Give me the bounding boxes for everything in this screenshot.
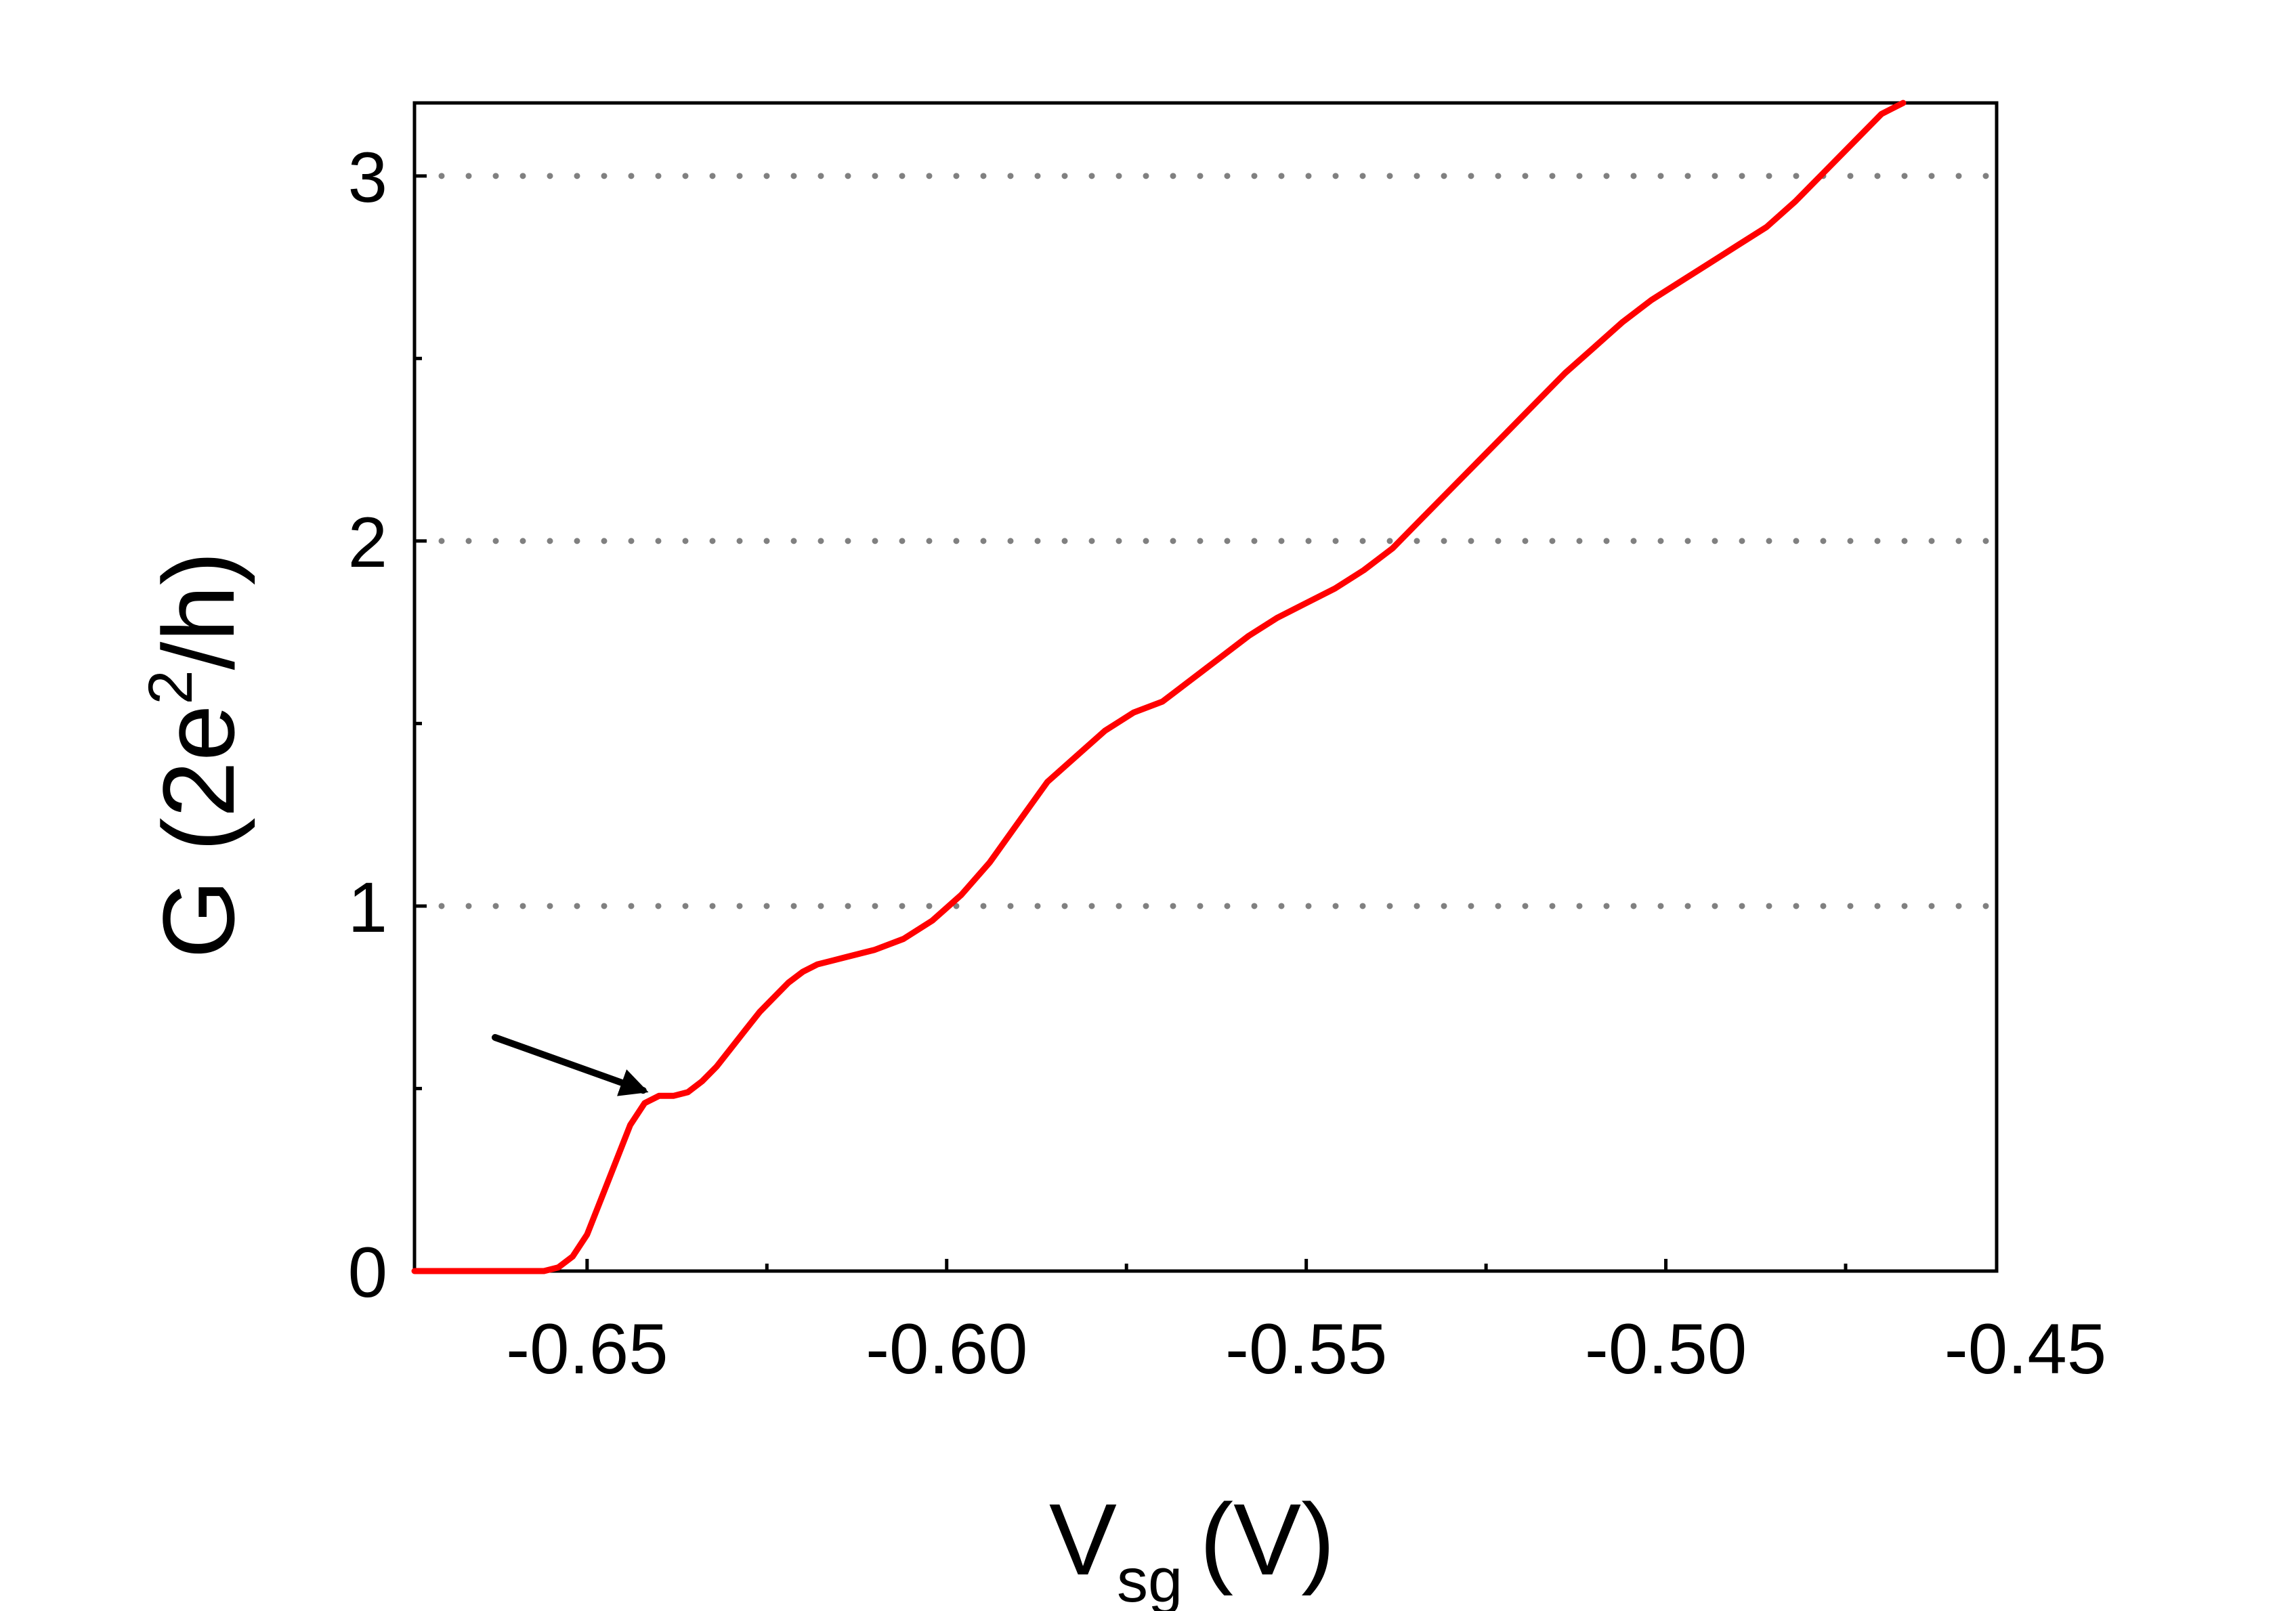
- x-tick-label: -0.60: [866, 1310, 1027, 1389]
- x-tick-label: -0.65: [506, 1310, 668, 1389]
- x-axis-title-subscript: sg: [1117, 1546, 1183, 1611]
- y-tick-label: 1: [348, 868, 387, 947]
- plot-frame: [412, 101, 1999, 1273]
- reference-lines: [438, 173, 1997, 909]
- x-tick-label: -0.45: [1944, 1310, 2106, 1389]
- y-axis-ticks: 0 1 2 3: [348, 138, 427, 1312]
- x-axis-ticks: -0.65 -0.60 -0.55 -0.50 -0.45: [506, 1259, 2106, 1389]
- plot-area: [412, 101, 1999, 1273]
- conductance-curve: [411, 100, 1907, 1274]
- y-axis-title: G (2e2/h): [136, 551, 255, 958]
- annotation-arrow: [491, 1034, 649, 1096]
- x-axis-title-main: V: [1049, 1482, 1117, 1596]
- x-axis-title-unit: (V): [1199, 1482, 1335, 1596]
- x-tick-label: -0.50: [1585, 1310, 1747, 1389]
- x-tick-label: -0.55: [1225, 1310, 1387, 1389]
- y-axis-title-suffix: /h): [142, 551, 255, 670]
- y-tick-label: 2: [348, 503, 387, 582]
- y-axis-title-prefix: G (2e: [142, 705, 255, 959]
- y-tick-label: 3: [348, 138, 387, 217]
- y-axis-title-superscript: 2: [136, 670, 205, 704]
- x-axis-title: Vsg (V): [1049, 1482, 1335, 1611]
- y-tick-label: 0: [348, 1233, 387, 1312]
